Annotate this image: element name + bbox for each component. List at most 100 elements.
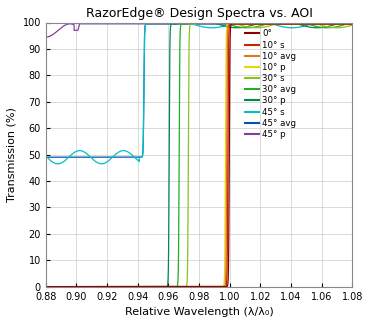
0° <box>238 22 243 26</box>
Legend: 0°, 10° s, 10° avg, 10° p, 30° s, 30° avg, 30° p, 45° s, 45° avg, 45° p: 0°, 10° s, 10° avg, 10° p, 30° s, 30° av… <box>245 29 296 139</box>
0° <box>99 285 104 289</box>
10° avg <box>236 22 240 26</box>
30° s <box>228 20 232 24</box>
Line: 30° s: 30° s <box>46 20 352 287</box>
30° p <box>296 22 300 26</box>
45° p <box>296 22 300 26</box>
0° <box>243 22 248 26</box>
10° s <box>161 285 165 289</box>
30° p <box>161 285 165 289</box>
45° s <box>169 18 174 22</box>
45° avg <box>350 22 354 26</box>
45° s <box>44 154 48 158</box>
30° s <box>350 23 354 27</box>
45° p <box>272 22 277 26</box>
45° avg <box>44 155 48 159</box>
30° s <box>214 18 218 22</box>
10° s <box>350 22 354 26</box>
Line: 45° p: 45° p <box>46 24 352 37</box>
10° avg <box>99 285 104 289</box>
45° p <box>87 22 91 26</box>
45° p <box>44 35 48 39</box>
10° s <box>272 22 277 26</box>
30° avg <box>99 285 104 289</box>
10° avg <box>161 285 165 289</box>
30° avg <box>350 20 354 24</box>
10° p <box>243 22 248 26</box>
Line: 10° p: 10° p <box>46 24 352 287</box>
30° s <box>296 18 300 22</box>
Line: 30° avg: 30° avg <box>46 20 352 287</box>
45° avg <box>153 22 157 26</box>
10° p <box>44 285 48 289</box>
45° s <box>228 22 232 26</box>
45° s <box>161 19 165 23</box>
10° p <box>296 22 300 26</box>
45° avg <box>296 22 300 26</box>
10° avg <box>228 22 232 26</box>
30° avg <box>205 18 209 22</box>
30° avg <box>296 19 300 23</box>
10° p <box>235 22 239 26</box>
10° avg <box>44 285 48 289</box>
45° s <box>296 25 300 29</box>
45° s <box>99 162 104 166</box>
Title: RazorEdge® Design Spectra vs. AOI: RazorEdge® Design Spectra vs. AOI <box>85 7 313 20</box>
10° s <box>228 23 232 27</box>
45° p <box>161 22 165 26</box>
10° s <box>99 285 104 289</box>
45° p <box>44 35 48 39</box>
Y-axis label: Transmission (%): Transmission (%) <box>7 107 17 202</box>
10° avg <box>272 22 277 26</box>
10° p <box>350 22 354 26</box>
45° s <box>243 18 248 22</box>
45° avg <box>272 22 277 26</box>
30° s <box>272 22 277 26</box>
45° p <box>243 22 248 26</box>
30° p <box>272 18 277 22</box>
0° <box>272 22 277 26</box>
45° avg <box>161 22 165 26</box>
45° avg <box>228 22 232 26</box>
Line: 10° s: 10° s <box>46 24 352 287</box>
0° <box>296 22 300 26</box>
30° s <box>243 25 248 29</box>
Line: 0°: 0° <box>46 24 352 287</box>
10° s <box>243 22 248 26</box>
30° p <box>44 285 48 289</box>
30° avg <box>228 23 232 27</box>
30° avg <box>44 285 48 289</box>
30° p <box>243 25 248 29</box>
10° p <box>272 22 277 26</box>
10° avg <box>243 22 248 26</box>
0° <box>228 82 232 86</box>
10° avg <box>350 22 354 26</box>
45° avg <box>243 22 248 26</box>
10° s <box>237 22 241 26</box>
30° s <box>161 285 165 289</box>
30° s <box>99 285 104 289</box>
30° avg <box>161 285 165 289</box>
10° p <box>99 285 104 289</box>
45° p <box>99 22 104 26</box>
10° s <box>296 22 300 26</box>
Line: 30° p: 30° p <box>46 20 352 287</box>
10° p <box>161 285 165 289</box>
Line: 45° s: 45° s <box>46 20 352 164</box>
30° p <box>275 18 279 22</box>
45° avg <box>99 155 104 159</box>
45° p <box>350 22 354 26</box>
10° avg <box>296 22 300 26</box>
30° p <box>99 285 104 289</box>
0° <box>161 285 165 289</box>
Line: 45° avg: 45° avg <box>46 24 352 157</box>
10° p <box>228 22 232 26</box>
X-axis label: Relative Wavelength (λ/λ₀): Relative Wavelength (λ/λ₀) <box>125 307 273 317</box>
30° p <box>350 18 354 22</box>
Line: 10° avg: 10° avg <box>46 24 352 287</box>
45° p <box>228 22 232 26</box>
30° avg <box>272 20 277 24</box>
45° s <box>350 22 354 26</box>
45° s <box>272 23 277 27</box>
10° s <box>44 285 48 289</box>
